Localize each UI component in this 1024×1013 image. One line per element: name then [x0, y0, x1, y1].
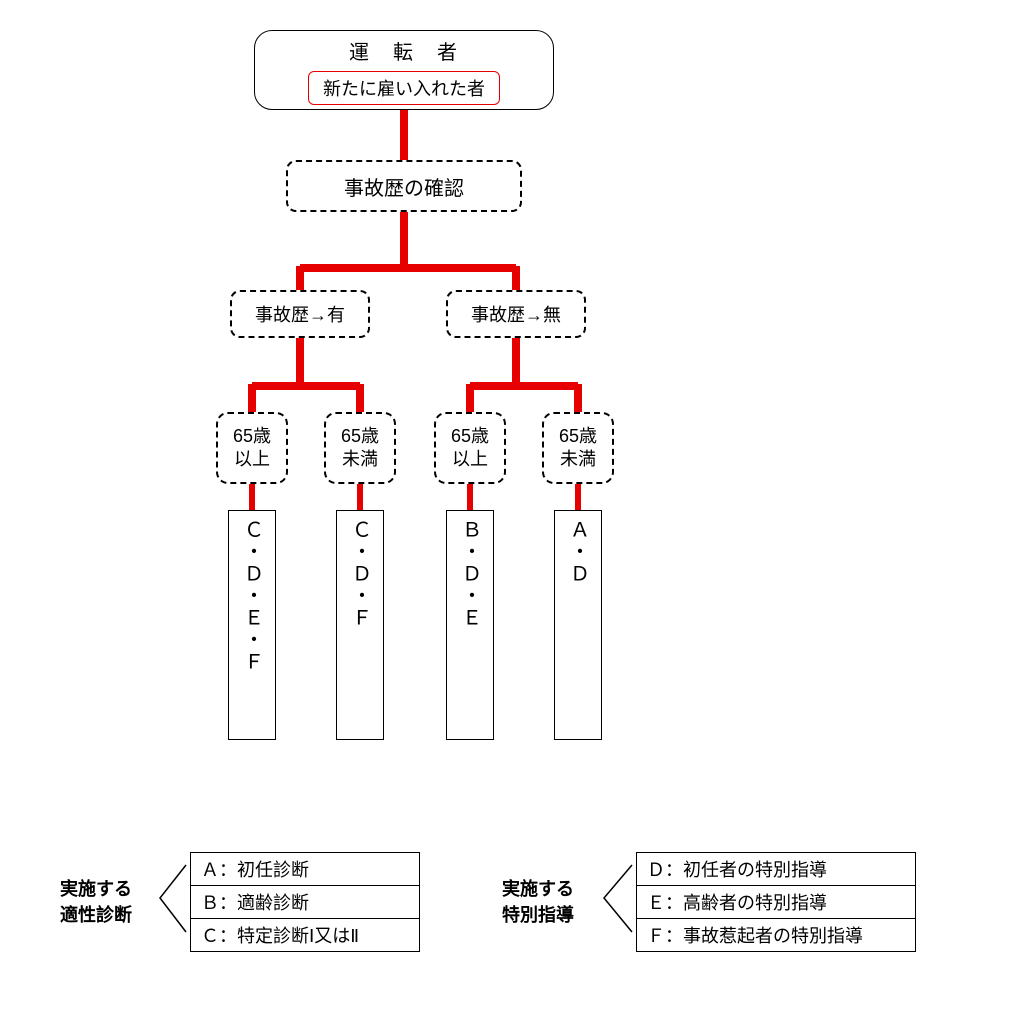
node-root: 運 転 者 新たに雇い入れた者 [254, 30, 554, 110]
result-text: Ａ・Ｄ [564, 519, 593, 585]
node-accident-yes: 事故歴→有 [230, 290, 370, 338]
node-age-a4: 65歳未満 [542, 412, 614, 484]
age-line1: 65歳 [451, 425, 489, 448]
node-age-a1: 65歳以上 [216, 412, 288, 484]
legend-left-title-l1: 実施する [60, 875, 132, 901]
legend-right-title-l2: 特別指導 [502, 901, 574, 927]
result-text: Ｃ・Ｄ・Ｅ・Ｆ [238, 519, 267, 673]
node-result-r4: Ａ・Ｄ [554, 510, 602, 740]
root-subtitle-box: 新たに雇い入れた者 [308, 71, 500, 105]
root-title: 運 転 者 [255, 36, 553, 65]
age-line1: 65歳 [341, 425, 379, 448]
node-result-r1: Ｃ・Ｄ・Ｅ・Ｆ [228, 510, 276, 740]
legend-item: Ｂ：適齢診断 [190, 885, 420, 919]
check-label: 事故歴の確認 [344, 172, 464, 201]
node-check: 事故歴の確認 [286, 160, 522, 212]
node-age-a3: 65歳以上 [434, 412, 506, 484]
legend-item: Ｆ：事故惹起者の特別指導 [636, 918, 916, 952]
legend-right-title: 実施する 特別指導 [502, 875, 574, 927]
age-line2: 未満 [560, 448, 596, 471]
legend-left-title: 実施する 適性診断 [60, 875, 132, 927]
node-accident-no: 事故歴→無 [446, 290, 586, 338]
age-line2: 以上 [234, 448, 270, 471]
node-result-r3: Ｂ・Ｄ・Ｅ [446, 510, 494, 740]
node-age-a2: 65歳未満 [324, 412, 396, 484]
node-result-r2: Ｃ・Ｄ・Ｆ [336, 510, 384, 740]
age-line2: 未満 [342, 448, 378, 471]
age-line1: 65歳 [559, 425, 597, 448]
legend-item: Ａ：初任診断 [190, 852, 420, 886]
result-text: Ｃ・Ｄ・Ｆ [346, 519, 375, 629]
age-line1: 65歳 [233, 425, 271, 448]
legend-item: Ｃ：特定診断Ⅰ又はⅡ [190, 918, 420, 952]
legend-item: Ｅ：高齢者の特別指導 [636, 885, 916, 919]
age-line2: 以上 [452, 448, 488, 471]
result-text: Ｂ・Ｄ・Ｅ [456, 519, 485, 629]
root-subtitle: 新たに雇い入れた者 [323, 79, 485, 99]
legend-right-title-l1: 実施する [502, 875, 574, 901]
legend-item: Ｄ：初任者の特別指導 [636, 852, 916, 886]
yes-label: 事故歴→有 [255, 301, 345, 327]
legend-left-title-l2: 適性診断 [60, 901, 132, 927]
no-label: 事故歴→無 [471, 301, 561, 327]
